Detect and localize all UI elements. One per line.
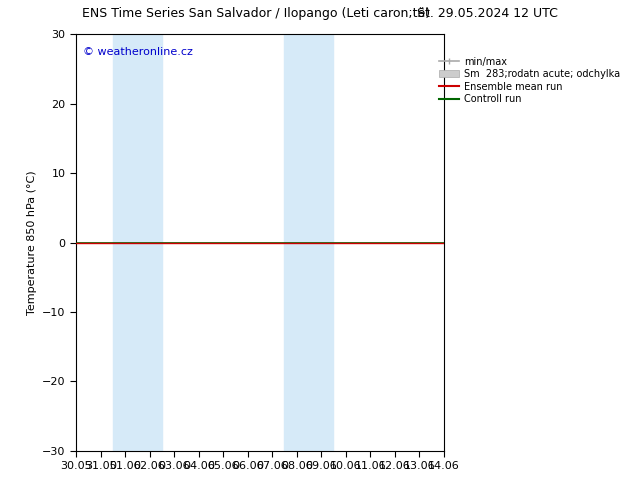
Text: © weatheronline.cz: © weatheronline.cz: [84, 47, 193, 57]
Bar: [285, 34, 333, 451]
Text: St. 29.05.2024 12 UTC: St. 29.05.2024 12 UTC: [417, 7, 558, 21]
Legend: min/max, Sm  283;rodatn acute; odchylka, Ensemble mean run, Controll run: min/max, Sm 283;rodatn acute; odchylka, …: [437, 54, 623, 107]
Bar: [113, 34, 162, 451]
Text: ENS Time Series San Salvador / Ilopango (Leti caron;tě): ENS Time Series San Salvador / Ilopango …: [82, 7, 430, 21]
Y-axis label: Temperature 850 hPa (°C): Temperature 850 hPa (°C): [27, 170, 37, 315]
